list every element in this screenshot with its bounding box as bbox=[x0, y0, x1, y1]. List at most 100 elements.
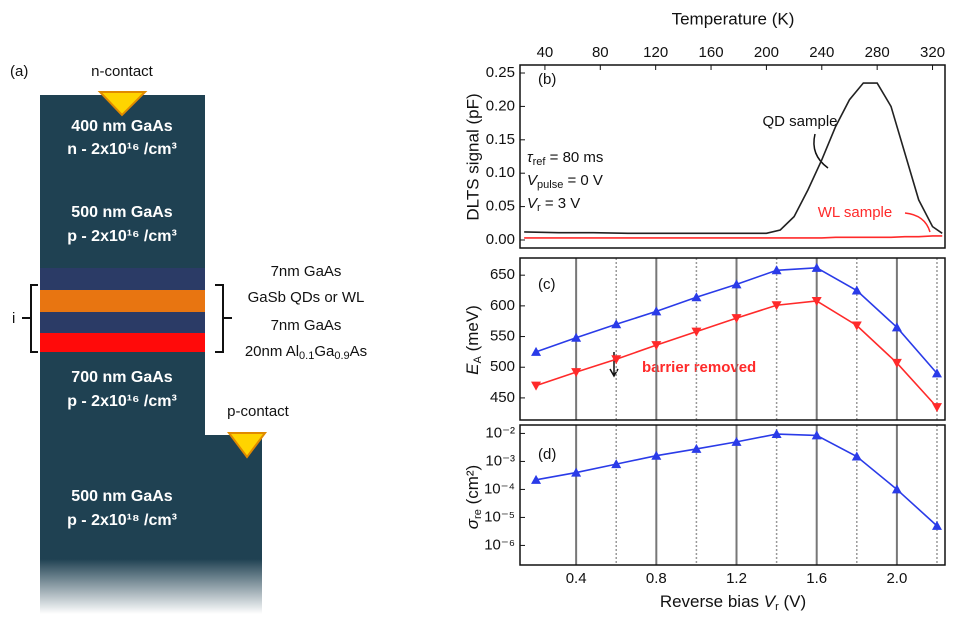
bracket bbox=[22, 284, 38, 353]
n-contact bbox=[97, 91, 148, 117]
x-tick-label: 280 bbox=[865, 44, 890, 61]
marker bbox=[531, 346, 542, 356]
marker bbox=[731, 279, 742, 289]
y-tick-label: 0.15 bbox=[486, 131, 515, 148]
marker bbox=[891, 322, 902, 332]
y-tick-label: 10⁻³ bbox=[485, 452, 515, 469]
marker bbox=[691, 292, 702, 302]
marker bbox=[811, 296, 822, 306]
x-tick-label: 2.0 bbox=[886, 570, 907, 587]
marker bbox=[531, 381, 542, 391]
marker bbox=[731, 436, 742, 446]
algaas-band bbox=[40, 333, 205, 352]
y-axis-title: EA (meV) bbox=[463, 305, 483, 375]
marker bbox=[891, 484, 902, 494]
marker bbox=[851, 451, 862, 461]
y-tick-label: 0.25 bbox=[486, 64, 515, 81]
x-axis-title: Temperature (K) bbox=[672, 9, 795, 28]
y-tick-label: 650 bbox=[490, 266, 515, 283]
marker bbox=[931, 368, 942, 378]
marker bbox=[611, 459, 622, 469]
x-tick-label: 240 bbox=[809, 44, 834, 61]
x-tick-label: 80 bbox=[592, 44, 609, 61]
marker bbox=[771, 301, 782, 311]
marker bbox=[691, 327, 702, 337]
plot-frame bbox=[519, 64, 946, 249]
marker bbox=[851, 285, 862, 295]
marker bbox=[531, 474, 542, 484]
y-tick-label: 0.20 bbox=[486, 97, 515, 114]
active-layer-text: GaSb QDs or WL bbox=[248, 289, 365, 306]
y-tick-label: 10⁻⁶ bbox=[484, 536, 515, 553]
y-tick-label: 10⁻² bbox=[485, 424, 515, 441]
panel-label: (c) bbox=[538, 276, 556, 293]
marker bbox=[611, 355, 622, 365]
layer-text: n - 2x10¹⁶ /cm³ bbox=[67, 141, 177, 158]
marker bbox=[651, 306, 662, 316]
annotation: Vr = 3 V bbox=[527, 195, 580, 214]
plot-frame bbox=[519, 257, 946, 421]
active-layer-text: 20nm Al0.1Ga0.9As bbox=[245, 343, 367, 362]
marker bbox=[771, 265, 782, 275]
y-axis-title: DLTS signal (pF) bbox=[463, 93, 482, 220]
marker bbox=[811, 262, 822, 272]
series-label: WL sample bbox=[818, 204, 892, 221]
y-tick-label: 500 bbox=[490, 358, 515, 375]
layer-text: p - 2x10¹⁶ /cm³ bbox=[67, 393, 177, 410]
series-line bbox=[524, 235, 943, 239]
marker bbox=[811, 430, 822, 440]
qd-band bbox=[40, 290, 205, 312]
y-tick-label: 450 bbox=[490, 389, 515, 406]
series-label: QD sample bbox=[762, 113, 837, 130]
annotation: Vpulse = 0 V bbox=[527, 172, 603, 191]
y-tick-label: 550 bbox=[490, 328, 515, 345]
panel-label: (d) bbox=[538, 446, 556, 463]
layer-text: 400 nm GaAs bbox=[71, 118, 172, 135]
p-contact-label: p-contact bbox=[227, 403, 290, 420]
marker bbox=[611, 319, 622, 329]
x-tick-label: 0.8 bbox=[646, 570, 667, 587]
y-tick-label: 0.05 bbox=[486, 198, 515, 215]
marker bbox=[931, 403, 942, 413]
x-tick-label: 320 bbox=[920, 44, 945, 61]
marker bbox=[771, 429, 782, 439]
annotation: τref = 80 ms bbox=[527, 149, 603, 168]
x-tick-label: 1.2 bbox=[726, 570, 747, 587]
y-axis-title: σre (cm²) bbox=[463, 465, 483, 529]
marker bbox=[891, 358, 902, 368]
series-line bbox=[524, 82, 943, 235]
marker bbox=[731, 314, 742, 324]
intrinsic-label: i bbox=[12, 310, 15, 327]
x-axis-title: Reverse bias Vr (V) bbox=[660, 592, 806, 612]
x-tick-label: 120 bbox=[643, 44, 668, 61]
y-tick-label: 0.10 bbox=[486, 164, 515, 181]
x-tick-label: 200 bbox=[754, 44, 779, 61]
layer-text: 700 nm GaAs bbox=[71, 369, 172, 386]
marker bbox=[571, 467, 582, 477]
layer-text: p - 2x10¹⁸ /cm³ bbox=[67, 512, 177, 529]
active-layer-text: 7nm GaAs bbox=[271, 263, 342, 280]
substrate-layer bbox=[40, 435, 262, 560]
substrate-fade bbox=[40, 559, 262, 614]
annotation: barrier removed bbox=[642, 359, 756, 376]
layer-text: 500 nm GaAs bbox=[71, 488, 172, 505]
active-layer-text: 7nm GaAs bbox=[271, 317, 342, 334]
gaas-band bbox=[40, 268, 205, 290]
y-tick-label: 10⁻⁵ bbox=[484, 508, 515, 525]
p-contact bbox=[227, 432, 267, 459]
arrow bbox=[904, 212, 931, 233]
x-tick-label: 40 bbox=[537, 44, 554, 61]
gaas-band bbox=[40, 312, 205, 333]
y-tick-label: 10⁻⁴ bbox=[484, 480, 515, 497]
layer-text: p - 2x10¹⁶ /cm³ bbox=[67, 228, 177, 245]
x-tick-label: 0.4 bbox=[566, 570, 587, 587]
panel-label: (b) bbox=[538, 71, 556, 88]
x-tick-label: 160 bbox=[699, 44, 724, 61]
marker bbox=[851, 321, 862, 331]
panel-label: (a) bbox=[10, 63, 28, 80]
marker bbox=[691, 443, 702, 453]
arrow bbox=[813, 133, 829, 169]
marker bbox=[651, 450, 662, 460]
marker bbox=[571, 332, 582, 342]
